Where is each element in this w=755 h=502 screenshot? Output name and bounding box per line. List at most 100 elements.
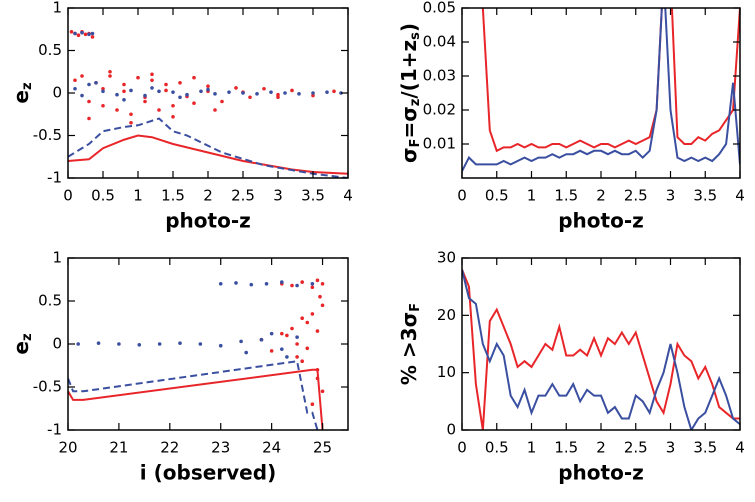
point <box>122 82 126 87</box>
x-tick-label: 2.5 <box>624 187 648 205</box>
point <box>269 331 274 336</box>
point <box>220 99 224 104</box>
point <box>244 350 248 355</box>
panel: 0 0.5 1 1.5 2 2.5 3 3.5 4 0.01 0.02 0.03 0.04 0.05 pho… <box>397 0 745 233</box>
point <box>213 92 217 96</box>
point <box>192 101 196 105</box>
point <box>269 349 274 353</box>
series-line <box>481 8 740 153</box>
point <box>276 92 280 97</box>
point <box>87 82 91 87</box>
point <box>320 282 325 286</box>
point <box>171 90 175 94</box>
point <box>143 99 147 104</box>
y-label-text: =σ <box>397 106 421 138</box>
x-tick-label: 1 <box>133 187 143 205</box>
x-tick-label: 0 <box>457 187 467 205</box>
point <box>143 93 147 98</box>
point <box>320 303 325 308</box>
plot-area <box>462 8 740 172</box>
point <box>178 341 182 345</box>
x-axis-label: i (observed) <box>140 461 276 485</box>
y-label-text: e <box>9 90 33 104</box>
point <box>129 120 133 125</box>
point <box>206 87 210 92</box>
x-tick-label: 0.5 <box>485 439 509 457</box>
point <box>108 74 112 78</box>
point <box>315 329 320 333</box>
point <box>280 280 284 284</box>
y-tick-label: 1 <box>52 0 62 17</box>
point <box>137 343 142 347</box>
y-label-text: % >3σ <box>397 312 421 385</box>
point <box>101 103 105 108</box>
point <box>80 74 84 78</box>
x-tick-label: 3 <box>666 439 676 457</box>
y-tick-label: 0.5 <box>38 292 62 310</box>
point <box>101 86 105 91</box>
series-line <box>462 8 740 172</box>
point <box>280 331 284 336</box>
point <box>178 81 182 85</box>
x-tick-label: 24 <box>262 439 281 457</box>
point <box>285 355 289 359</box>
point <box>108 69 112 74</box>
point <box>315 278 320 283</box>
panel: 0 0.5 1 1.5 2 2.5 3 3.5 4 -1 -0.5 0 0.5 1 photo-z ez <box>9 0 353 233</box>
point <box>280 347 284 351</box>
x-tick-label: 1.5 <box>554 439 578 457</box>
point <box>129 112 133 117</box>
y-tick-label: 0.5 <box>38 41 62 59</box>
point <box>115 92 119 97</box>
point <box>87 99 91 104</box>
x-axis-label: photo-z <box>558 461 644 485</box>
point <box>90 31 95 36</box>
point <box>69 30 74 34</box>
x-axis-label: photo-z <box>165 209 251 233</box>
point <box>300 280 304 284</box>
point <box>310 282 315 286</box>
x-tick-label: 2 <box>203 187 213 205</box>
x-tick-label: 0 <box>63 187 73 205</box>
point <box>171 115 175 119</box>
y-label-sub: z <box>20 82 35 90</box>
point <box>150 78 154 83</box>
point <box>290 283 294 288</box>
x-tick-label: 1 <box>527 439 537 457</box>
y-label-sub: z <box>408 99 423 107</box>
point <box>239 339 243 344</box>
point <box>122 89 126 94</box>
point <box>171 103 175 108</box>
point <box>305 346 310 351</box>
y-label-sub: z <box>20 333 35 341</box>
x-tick-label: 3 <box>666 187 676 205</box>
y-axis-label: ez <box>9 82 35 103</box>
point <box>300 316 304 321</box>
point <box>83 32 88 37</box>
point <box>94 81 98 85</box>
point <box>115 108 119 112</box>
point <box>332 89 336 94</box>
point <box>269 90 273 94</box>
x-tick-label: 3.5 <box>301 187 325 205</box>
y-label-sub: F <box>408 303 423 312</box>
point <box>157 108 161 112</box>
point <box>276 95 280 100</box>
point <box>290 326 294 331</box>
y-axis-label: ez <box>9 333 35 354</box>
y-tick-label: 10 <box>437 363 456 381</box>
point <box>136 75 140 80</box>
y-tick-label: 0.05 <box>423 0 456 17</box>
point <box>320 389 325 394</box>
y-tick-label: 30 <box>437 249 456 267</box>
x-tick-label: 3 <box>273 187 283 205</box>
point <box>150 72 154 77</box>
point <box>234 86 238 90</box>
point <box>285 333 289 338</box>
point <box>206 84 210 88</box>
y-tick-label: 20 <box>437 306 456 324</box>
panel: 0 0.5 1 1.5 2 2.5 3 3.5 4 0 10 20 30 photo-z % >3σF <box>397 249 745 485</box>
point <box>305 320 310 325</box>
x-tick-label: 25 <box>313 439 332 457</box>
point <box>192 75 196 80</box>
